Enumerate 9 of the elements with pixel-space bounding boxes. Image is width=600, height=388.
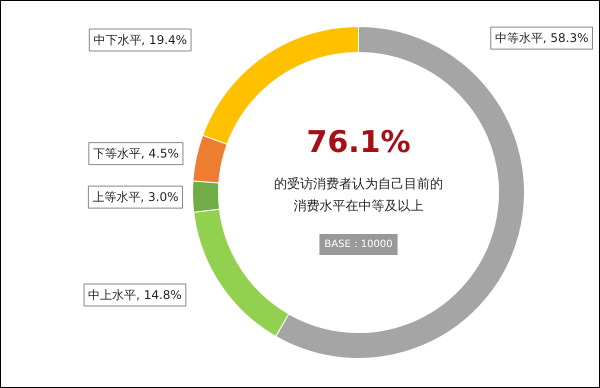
slice-label: 中上水平, 14.8% (88, 288, 182, 302)
text: 76.1% (306, 125, 411, 160)
slice-label: 下等水平, 4.5% (92, 146, 179, 161)
text: BASE：10000 (324, 239, 393, 250)
slice-label: 中下水平, 19.4% (93, 33, 188, 48)
slice-label: 中等水平, 58.3% (494, 31, 588, 46)
slice-label: 上等水平, 3.0% (92, 190, 179, 204)
text: 消费水平在中等及以上 (294, 199, 424, 214)
text: 的受访消费者认为自己目前的 (274, 176, 443, 192)
